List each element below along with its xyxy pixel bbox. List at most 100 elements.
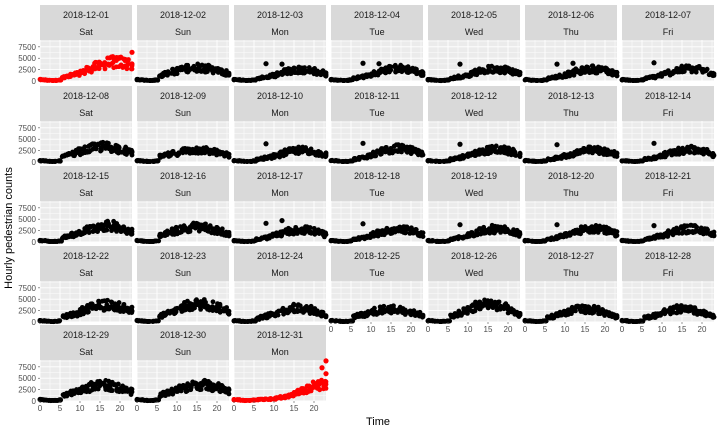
- data-point: [185, 63, 191, 68]
- data-point: [95, 386, 101, 392]
- data-point: [517, 230, 523, 235]
- data-point: [694, 224, 700, 230]
- facet-weekday-label: Fri: [663, 268, 674, 278]
- facet-date-label: 2018-12-11: [354, 91, 399, 101]
- data-point: [468, 307, 473, 313]
- data-point: [661, 310, 667, 315]
- data-point: [650, 75, 656, 80]
- data-point: [297, 70, 303, 76]
- data-point: [278, 152, 284, 158]
- data-point: [197, 387, 203, 393]
- data-point: [294, 227, 300, 233]
- facet-weekday-label: Fri: [663, 108, 674, 118]
- facet-strip: [525, 86, 617, 121]
- data-point: [678, 309, 684, 315]
- facet-weekday-label: Sun: [175, 27, 191, 37]
- data-point: [436, 78, 442, 83]
- data-point: [92, 141, 97, 147]
- facet-weekday-label: Sun: [175, 347, 191, 357]
- y-tick-label: 0: [32, 397, 37, 406]
- y-tick-label: 7500: [18, 124, 36, 133]
- data-point: [198, 68, 203, 74]
- data-point: [484, 301, 490, 307]
- data-point: [613, 233, 619, 239]
- data-point: [180, 146, 186, 152]
- x-tick-label: 15: [96, 404, 105, 413]
- x-axis-title: Time: [366, 416, 390, 428]
- data-point: [432, 318, 438, 324]
- facet-date-label: 2018-12-07: [645, 10, 691, 20]
- facet-weekday-label: Thu: [563, 188, 579, 198]
- data-point: [697, 229, 703, 235]
- data-point: [129, 49, 135, 55]
- data-point: [219, 67, 224, 73]
- data-point: [124, 152, 129, 157]
- points-group: [328, 60, 426, 84]
- data-point: [378, 146, 384, 152]
- data-point: [428, 238, 434, 244]
- data-point: [681, 304, 687, 310]
- data-point: [399, 149, 404, 155]
- data-point: [375, 229, 381, 234]
- data-point: [92, 66, 98, 72]
- data-point: [484, 148, 489, 153]
- y-tick-label: 5000: [18, 215, 36, 224]
- data-point: [120, 224, 126, 230]
- y-tick-label: 7500: [18, 284, 36, 293]
- data-point: [186, 226, 191, 232]
- data-point: [51, 319, 57, 324]
- data-point: [370, 229, 376, 235]
- data-point: [323, 358, 329, 364]
- data-point: [524, 238, 530, 243]
- data-point: [169, 229, 175, 235]
- facet-strip: [331, 86, 423, 121]
- facet-strip: [40, 86, 132, 121]
- data-point: [60, 153, 65, 159]
- data-point: [188, 385, 194, 390]
- facet-weekday-label: Fri: [663, 188, 674, 198]
- data-point: [375, 72, 381, 78]
- data-point: [321, 230, 327, 235]
- facet-strip: [40, 5, 132, 40]
- data-point: [634, 77, 640, 83]
- data-point: [651, 60, 657, 66]
- data-point: [317, 229, 323, 235]
- data-point: [56, 318, 62, 324]
- data-point: [80, 146, 85, 152]
- data-point: [509, 307, 515, 313]
- data-point: [56, 158, 62, 164]
- facet-weekday-label: Sat: [79, 108, 93, 118]
- data-point: [270, 71, 276, 77]
- y-tick-label: 5000: [18, 374, 36, 383]
- data-point: [196, 228, 202, 234]
- data-point: [447, 76, 453, 82]
- data-point: [116, 145, 122, 151]
- data-point: [577, 71, 583, 77]
- data-point: [196, 225, 202, 231]
- points-group: [37, 139, 135, 164]
- x-tick-label: 0: [232, 404, 237, 413]
- data-point: [225, 310, 231, 316]
- points-group: [134, 145, 232, 165]
- data-point: [457, 222, 463, 228]
- data-point: [125, 57, 131, 64]
- data-point: [145, 239, 151, 244]
- data-point: [609, 149, 614, 155]
- data-point: [241, 159, 247, 164]
- data-point: [440, 319, 446, 324]
- facet-date-label: 2018-12-20: [548, 171, 594, 181]
- data-point: [96, 66, 102, 72]
- data-point: [94, 228, 100, 234]
- data-point: [155, 318, 161, 324]
- data-point: [661, 150, 667, 156]
- x-tick-label: 0: [329, 325, 334, 334]
